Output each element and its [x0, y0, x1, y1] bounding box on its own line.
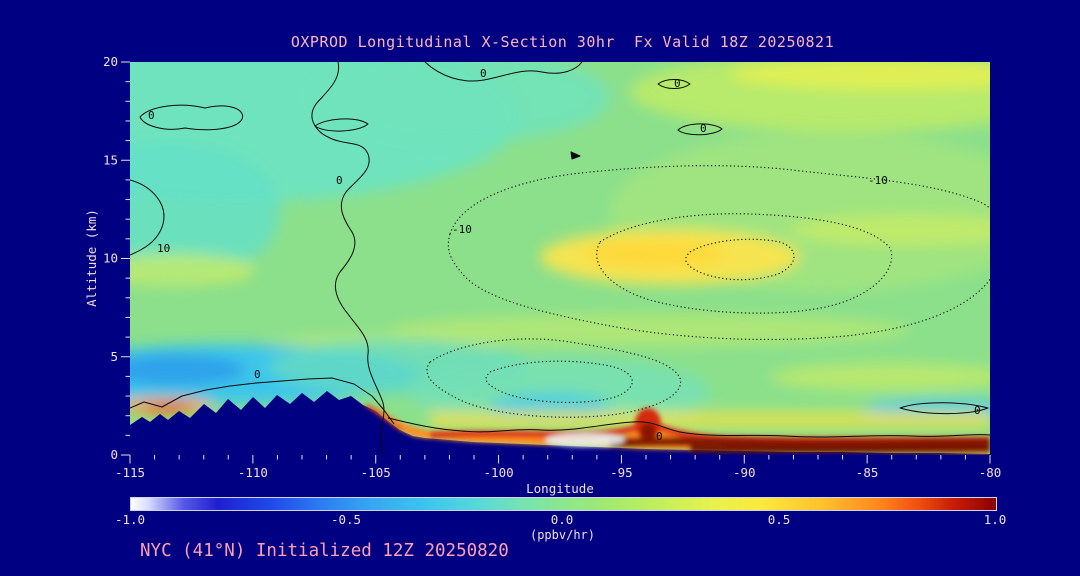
contour-label: 0 [254, 368, 261, 381]
contour-labels: 0 0 10 0 0 0 -10 -10 0 0 0 [148, 67, 981, 443]
y-tick-label: 15 [103, 153, 118, 168]
contour-label: -10 [452, 223, 472, 236]
x-tick-label: -105 [361, 465, 391, 480]
x-tick-label: -100 [484, 465, 514, 480]
contour-label: 0 [700, 122, 707, 135]
plot-title: OXPROD Longitudinal X-Section 30hr Fx Va… [290, 33, 835, 51]
x-axis-label: Longitude [526, 481, 594, 496]
contour-label: 0 [480, 67, 487, 80]
y-tick-label: 5 [110, 349, 118, 364]
contour-label: 0 [148, 109, 155, 122]
y-tick-label: 20 [103, 54, 118, 69]
colorbar-units-label: (ppbv/hr) [529, 528, 596, 542]
contour-label: 0 [674, 77, 681, 90]
colorbar [130, 497, 997, 511]
colorbar-tick-label: 0.5 [767, 512, 791, 527]
x-tick-label: -95 [610, 465, 633, 480]
contour-label: 10 [157, 242, 170, 255]
contour-label: 0 [974, 404, 981, 417]
filled-contour-field: 0 0 10 0 0 0 -10 -10 0 0 0 [130, 62, 990, 455]
x-tick-label: -80 [979, 465, 1002, 480]
x-tick-label: -85 [856, 465, 879, 480]
x-tick-label: -110 [238, 465, 268, 480]
x-tick-label: -115 [115, 465, 145, 480]
footer-annotation: NYC (41°N) Initialized 12Z 20250820 [140, 541, 509, 561]
solid-contour-lines [130, 62, 990, 455]
colorbar-tick-label: 0.0 [550, 512, 574, 527]
contour-label: -10 [868, 174, 888, 187]
terrain-silhouette [130, 391, 990, 455]
color-anomaly-patches [130, 62, 990, 428]
colorbar-tick-label: 1.0 [983, 512, 1007, 527]
axis-ticks [121, 61, 991, 464]
y-tick-label: 0 [110, 447, 118, 462]
contour-label: 0 [656, 430, 663, 443]
colorbar-tick-label: -1.0 [114, 512, 146, 527]
contour-label: 0 [336, 174, 343, 187]
y-axis-label: Altitude (km) [84, 209, 99, 307]
dotted-contour-lines [426, 165, 990, 418]
colorbar-tick-label: -0.5 [330, 512, 362, 527]
surface-warm-band [363, 403, 990, 454]
y-tick-label: 10 [103, 251, 118, 266]
x-tick-label: -90 [733, 465, 756, 480]
